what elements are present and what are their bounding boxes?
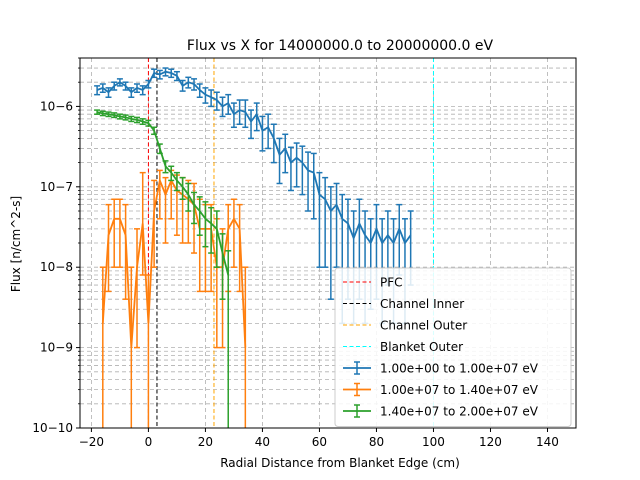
x-tick-label: 140 [536, 435, 559, 449]
x-tick-label: 40 [255, 435, 270, 449]
x-tick-label: 80 [369, 435, 384, 449]
x-tick-label: 0 [145, 435, 153, 449]
y-tick-label: 10−6 [40, 99, 73, 113]
y-tick-label: 10−9 [40, 341, 73, 355]
legend-label: Blanket Outer [380, 340, 463, 354]
legend-label: PFC [380, 276, 403, 290]
legend-label: Channel Outer [380, 319, 467, 333]
x-tick-label: 60 [312, 435, 327, 449]
y-tick-label: 10−8 [40, 260, 73, 274]
x-tick-label: −20 [79, 435, 104, 449]
y-axis-label: Flux [n/cm^2-s] [9, 196, 23, 292]
x-tick-label: 100 [422, 435, 445, 449]
y-tick-label: 10−7 [40, 180, 73, 194]
axis-layer: −20 0 20 40 60 80 100 120 140 10−10 10−9 10−8 10−7 10… [32, 57, 559, 449]
legend-box [334, 267, 572, 427]
legend-label: 1.00e+07 to 1.40e+07 eV [380, 383, 539, 397]
legend: PFC Channel Inner Channel Outer Blanket Out… [334, 267, 572, 427]
legend-label: 1.00e+00 to 1.00e+07 eV [380, 362, 539, 376]
y-tick-label: 10−10 [32, 421, 73, 435]
legend-label: 1.40e+07 to 2.00e+07 eV [380, 405, 539, 419]
series-line [96, 70, 412, 245]
series-line [96, 111, 230, 276]
series-line [101, 177, 247, 348]
x-axis-label: Radial Distance from Blanket Edge (cm) [220, 456, 460, 470]
x-tick-label: 20 [198, 435, 213, 449]
series-3 [94, 109, 232, 428]
legend-label: Channel Inner [380, 297, 464, 311]
x-tick-label: 120 [479, 435, 502, 449]
chart-title: Flux vs X for 14000000.0 to 20000000.0 e… [187, 38, 494, 54]
